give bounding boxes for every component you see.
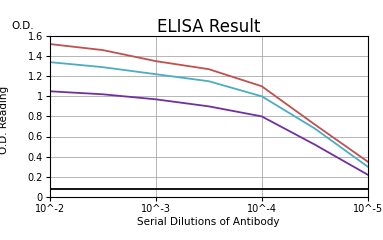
Antigen=100ng bbox=[100, 49, 105, 52]
Antigen=50ng bbox=[154, 73, 158, 76]
Antigen=10ng bbox=[365, 173, 370, 176]
Antigen=50ng bbox=[206, 80, 211, 83]
Antigen=50ng bbox=[365, 165, 370, 168]
Line: Antigen=10ng: Antigen=10ng bbox=[50, 91, 368, 175]
Antigen=50ng bbox=[47, 61, 52, 64]
Title: ELISA Result: ELISA Result bbox=[157, 18, 260, 36]
X-axis label: Serial Dilutions of Antibody: Serial Dilutions of Antibody bbox=[137, 216, 280, 227]
Antigen=10ng bbox=[259, 115, 264, 118]
Control Antigen = 100ng bbox=[154, 187, 158, 190]
Text: O.D. Reading: O.D. Reading bbox=[0, 86, 9, 154]
Line: Antigen=100ng: Antigen=100ng bbox=[50, 44, 368, 162]
Control Antigen = 100ng bbox=[365, 187, 370, 190]
Antigen=50ng bbox=[100, 66, 105, 69]
Antigen=10ng bbox=[100, 93, 105, 96]
Antigen=10ng bbox=[154, 98, 158, 101]
Control Antigen = 100ng bbox=[100, 187, 105, 190]
Antigen=100ng bbox=[313, 123, 317, 126]
Antigen=100ng bbox=[365, 160, 370, 163]
Antigen=100ng bbox=[259, 85, 264, 88]
Text: O.D.: O.D. bbox=[11, 21, 34, 31]
Line: Antigen=50ng: Antigen=50ng bbox=[50, 62, 368, 167]
Antigen=100ng bbox=[47, 42, 52, 45]
Control Antigen = 100ng bbox=[259, 187, 264, 190]
Control Antigen = 100ng bbox=[47, 187, 52, 190]
Antigen=10ng bbox=[313, 143, 317, 146]
Antigen=10ng bbox=[47, 90, 52, 93]
Antigen=50ng bbox=[313, 127, 317, 130]
Control Antigen = 100ng bbox=[313, 187, 317, 190]
Antigen=100ng bbox=[154, 60, 158, 63]
Antigen=10ng bbox=[206, 105, 211, 108]
Antigen=100ng bbox=[206, 68, 211, 71]
Antigen=50ng bbox=[259, 95, 264, 98]
Control Antigen = 100ng bbox=[206, 187, 211, 190]
